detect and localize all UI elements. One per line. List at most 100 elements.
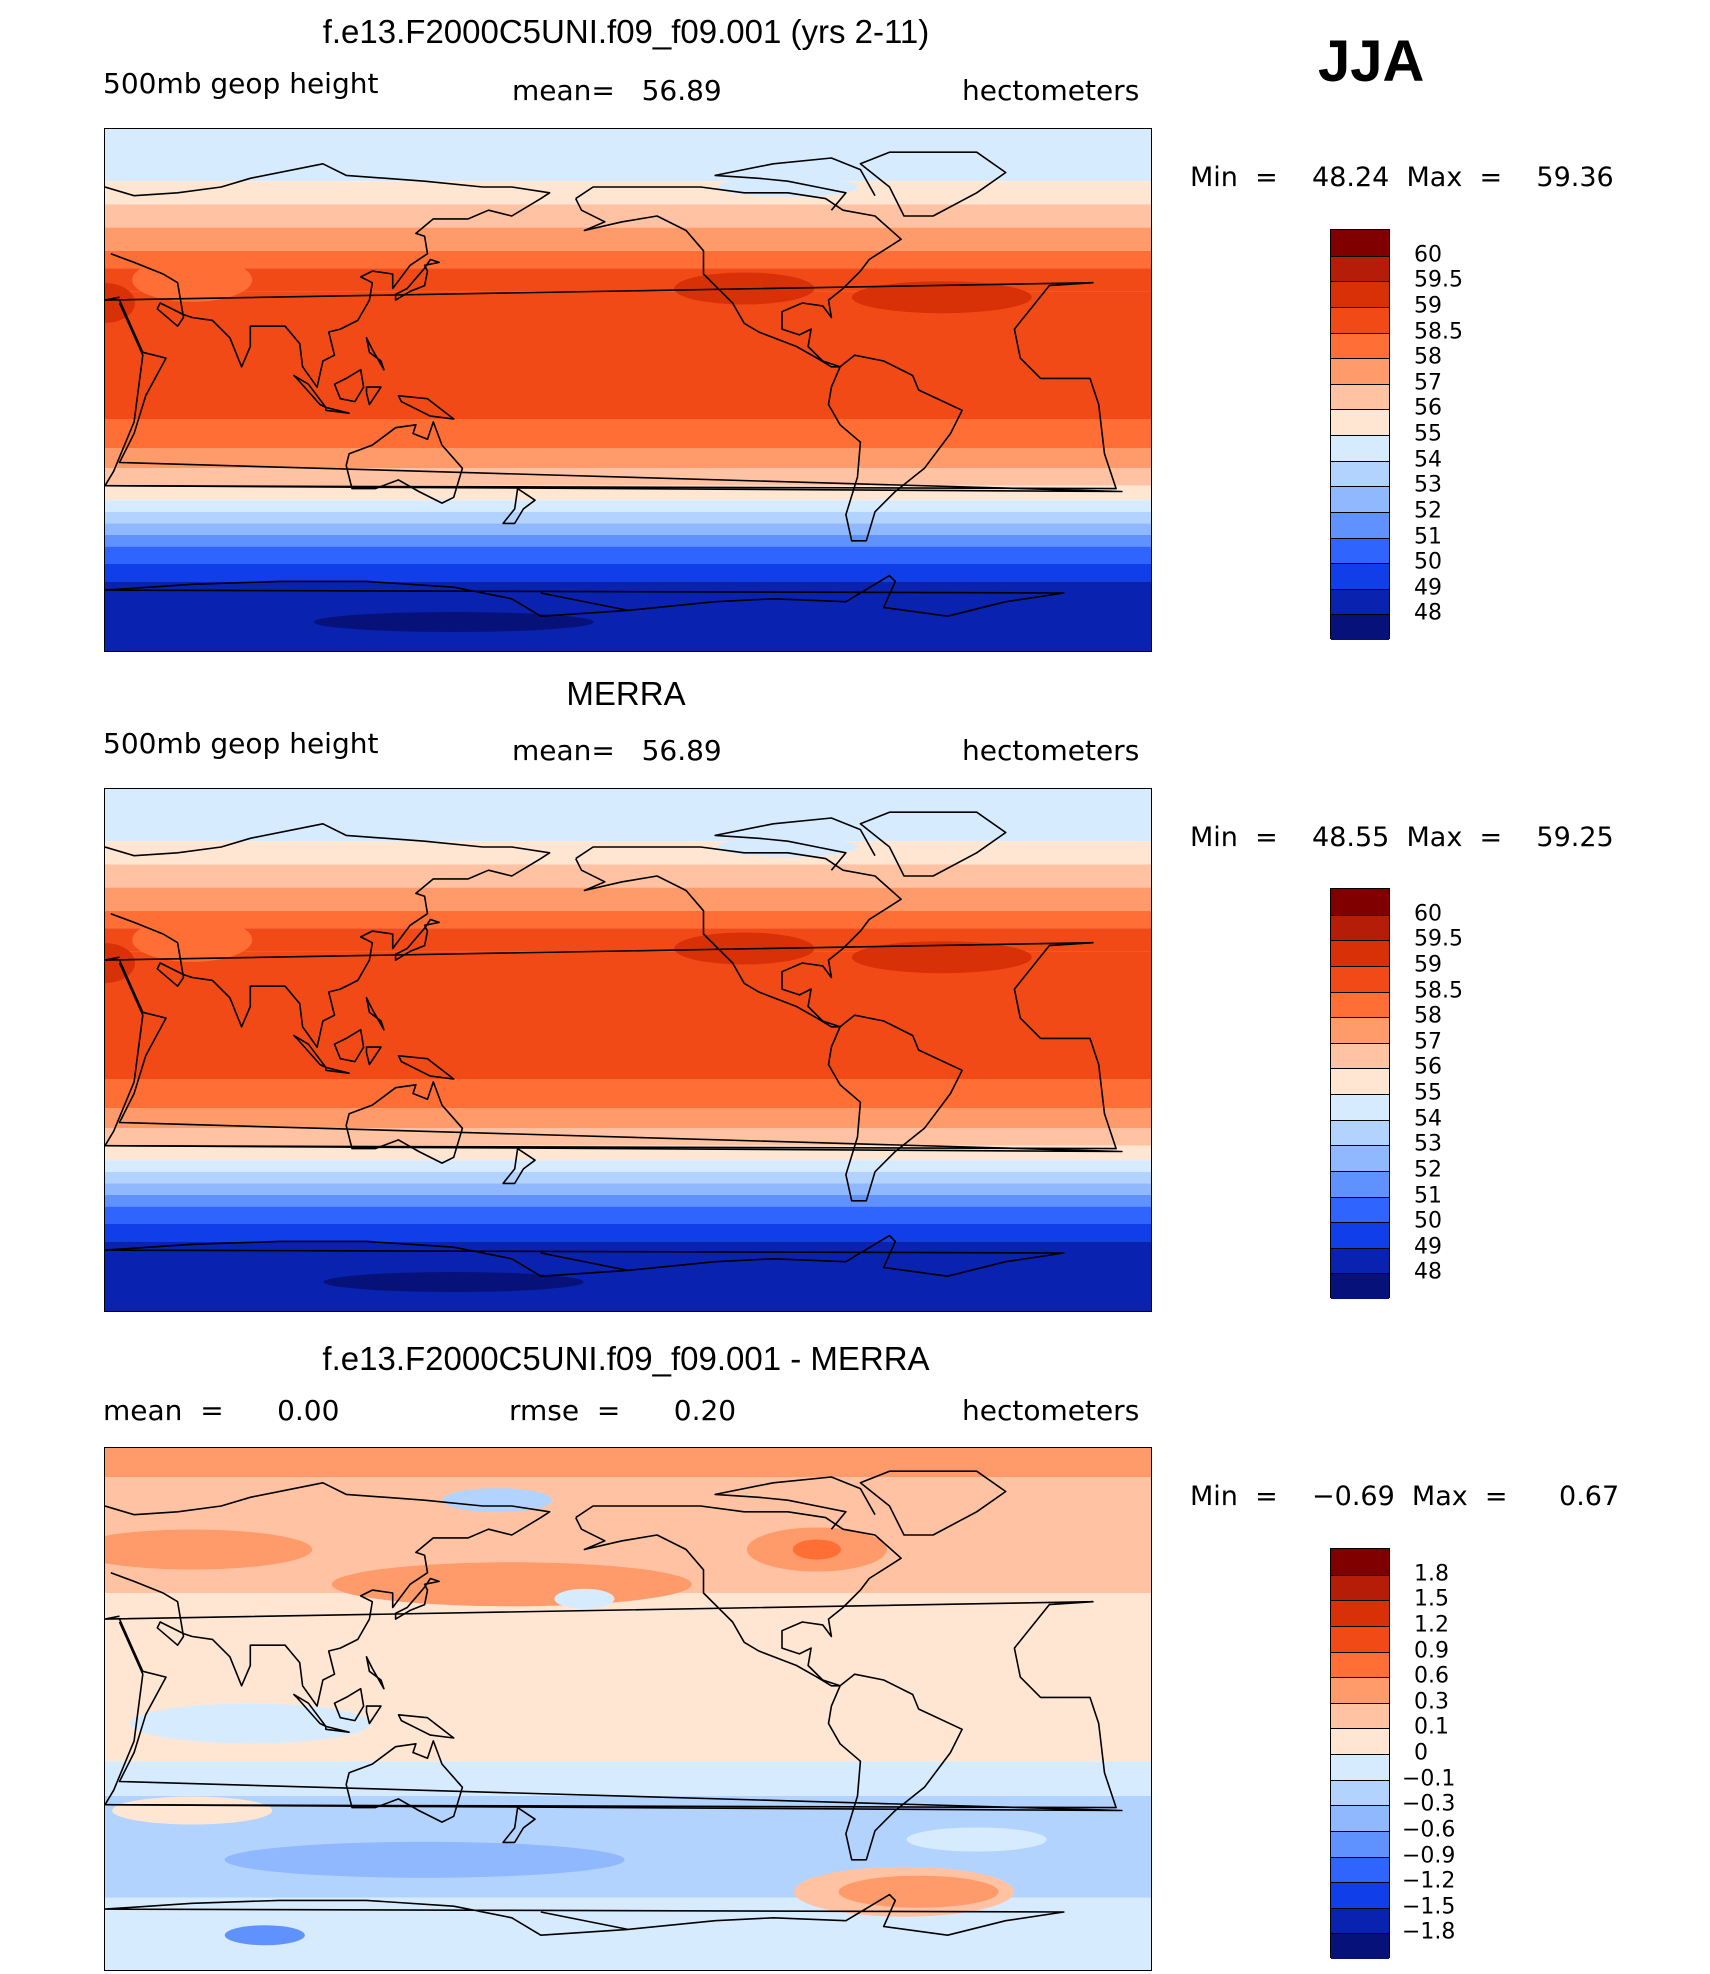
colorbar-separator [1331, 588, 1389, 590]
colorbar-label: 52 [1414, 498, 1442, 524]
contour-band [105, 523, 1151, 535]
colorbar-swatch [1331, 383, 1389, 410]
antarctica-coastline [105, 1234, 1065, 1277]
colorbar-label: −1.8 [1402, 1919, 1456, 1945]
colorbar-label: 60 [1414, 242, 1442, 268]
new-zealand-coastline [502, 1147, 536, 1185]
colorbar-label: 0.9 [1414, 1638, 1449, 1663]
colorbar-label: 56 [1414, 1054, 1442, 1080]
greenland-coastline [859, 1470, 1007, 1536]
colorbar-swatch [1331, 1549, 1389, 1575]
contour-blob [105, 1529, 313, 1570]
panel1-minmax: Min = 48.24 Max = 59.36 [1190, 162, 1614, 193]
japan-coastline [394, 918, 440, 961]
colorbar-separator [1331, 1856, 1389, 1858]
contour-blob [717, 177, 858, 197]
colorbar-swatch [1331, 1170, 1389, 1197]
colorbar-label: 1.2 [1414, 1612, 1449, 1638]
colorbar-label: 59 [1414, 952, 1442, 978]
java-coastline [325, 1725, 350, 1733]
colorbar-label: 60 [1414, 901, 1442, 927]
colorbar-separator [1331, 1754, 1389, 1755]
colorbar-label: 51 [1414, 524, 1442, 549]
colorbar-separator [1331, 383, 1389, 385]
colorbar-separator [1331, 1273, 1389, 1275]
africa-west-coastline [105, 281, 1117, 490]
contour-band [105, 1195, 1151, 1207]
colorbar-label: 48 [1414, 1259, 1442, 1285]
java-coastline [325, 406, 350, 414]
colorbar-label: 50 [1414, 549, 1442, 575]
colorbar-swatch [1331, 1702, 1389, 1729]
panel1-map [104, 128, 1152, 652]
contour-blob [224, 1841, 625, 1878]
colorbar-swatch [1331, 486, 1389, 512]
colorbar-label: 1.8 [1414, 1561, 1449, 1587]
south-america-coastline [827, 1673, 963, 1861]
colorbar-separator [1331, 991, 1389, 993]
colorbar-separator [1331, 940, 1389, 942]
contour-blob [906, 1827, 1047, 1852]
colorbar-separator [1331, 281, 1389, 283]
colorbar-label: 53 [1414, 1131, 1442, 1157]
colorbar-label: 50 [1414, 1208, 1442, 1234]
colorbar-swatch [1331, 1754, 1389, 1780]
eurasia-coastline [105, 1482, 551, 1707]
colorbar-label: 58 [1414, 344, 1442, 370]
java-coastline [325, 1066, 350, 1074]
contour-band [105, 250, 1151, 269]
contour-band [105, 1224, 1151, 1242]
contour-band [105, 129, 1151, 182]
colorbar-separator [1331, 1068, 1389, 1070]
contour-blob [112, 1796, 273, 1825]
colorbar-swatch [1331, 1907, 1389, 1934]
sulawesi-coastline [365, 1705, 382, 1725]
contour-band [105, 1108, 1151, 1129]
eurasia-coastline [105, 823, 551, 1048]
colorbar-label: 54 [1414, 1106, 1442, 1132]
colorbar-box [1330, 888, 1390, 1299]
colorbar-separator [1331, 1907, 1389, 1909]
contour-band [105, 841, 1151, 865]
contour-blob [132, 257, 253, 302]
colorbar-label: 55 [1414, 421, 1442, 447]
colorbar-label: 0.1 [1414, 1714, 1449, 1740]
colorbar-separator [1331, 1017, 1389, 1019]
antarctica-coastline [105, 1893, 1065, 1936]
australia-coastline [345, 1740, 464, 1823]
contour-band [105, 511, 1151, 524]
panel3-map-svg [105, 1448, 1151, 1970]
colorbar-separator [1331, 1805, 1389, 1807]
contour-band [105, 181, 1151, 205]
colorbar-label: 0.6 [1414, 1663, 1449, 1689]
colorbar-separator [1331, 1933, 1389, 1935]
colorbar-swatch [1331, 1600, 1389, 1626]
colorbar-label: 58.5 [1414, 319, 1463, 344]
colorbar-label: 53 [1414, 472, 1442, 498]
colorbar-separator [1331, 1882, 1389, 1884]
colorbar-label: 57 [1414, 1029, 1442, 1055]
contour-band [105, 448, 1151, 469]
new-guinea-coastline [397, 395, 455, 420]
panel3-map [104, 1447, 1152, 1971]
colorbar-swatch [1331, 1856, 1389, 1883]
colorbar-separator [1331, 409, 1389, 411]
colorbar-separator [1331, 1119, 1389, 1121]
panel1-units: hectometers [962, 74, 1140, 107]
colorbar-label: −0.1 [1402, 1766, 1456, 1792]
colorbar-label: 0.3 [1414, 1689, 1449, 1715]
colorbar-swatch [1331, 1805, 1389, 1831]
colorbar-separator [1331, 1625, 1389, 1627]
colorbar-swatch [1331, 1830, 1389, 1857]
colorbar-box [1330, 1548, 1390, 1959]
arctic-islands-coastline [714, 817, 876, 871]
colorbar-swatch [1331, 1574, 1389, 1601]
contour-band [105, 1079, 1151, 1108]
south-america-coastline [827, 1014, 963, 1202]
contour-band [105, 291, 1151, 419]
colorbar-separator [1331, 358, 1389, 360]
colorbar-label: 1.5 [1414, 1586, 1449, 1612]
colorbar-separator [1331, 1830, 1389, 1832]
panel2-units: hectometers [962, 734, 1140, 767]
sumatra-coastline [293, 374, 327, 409]
